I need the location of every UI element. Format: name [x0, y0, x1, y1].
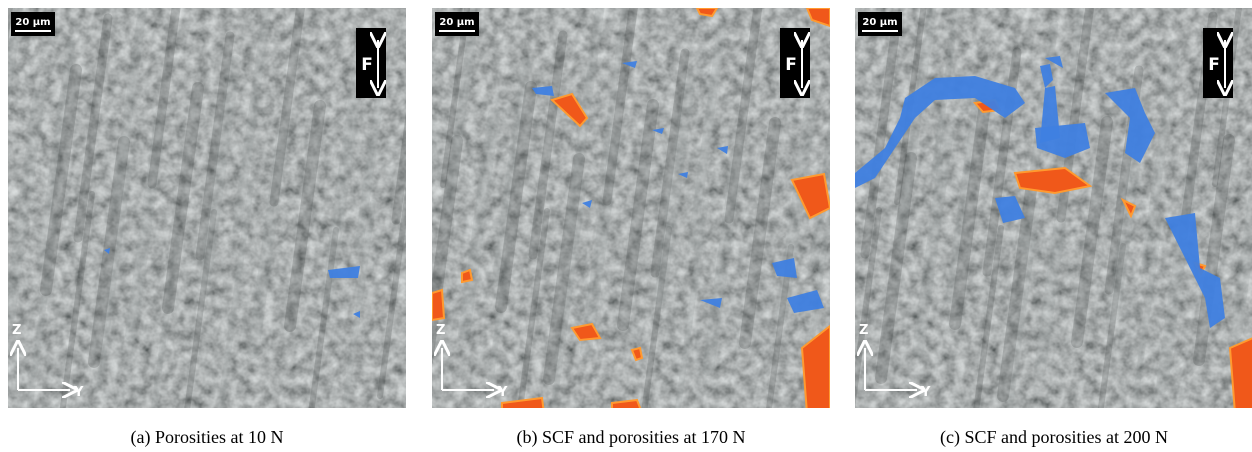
- image: [427, 0, 881, 452]
- caption: (c) SCF and porosities at 200 N: [940, 427, 1168, 448]
- figure: 20 µm F Z Y (a) Porosities at 10 N 20 µm F Z Y (b…: [0, 0, 1252, 452]
- page: 20 µm F Z Y (a) Porosities at 10 N 20 µm F Z Y (b…: [0, 0, 1252, 452]
- scale-bar-label: 20 µm: [439, 17, 474, 28]
- axis-z-label: Z: [436, 323, 445, 338]
- force-label: F: [1208, 55, 1220, 75]
- axis-y-label: Y: [920, 385, 931, 400]
- axis-y-label: Y: [497, 385, 508, 400]
- sem-image: [432, 8, 830, 408]
- force-label: F: [785, 55, 797, 75]
- image: [849, 0, 1252, 452]
- axis-z-label: Z: [12, 323, 21, 338]
- scf-region: [462, 270, 472, 282]
- caption: (b) SCF and porosities at 170 N: [517, 427, 746, 448]
- force-label: F: [361, 55, 373, 75]
- scf-region: [1230, 338, 1252, 413]
- scf-region: [612, 400, 642, 413]
- micrograph-panel: 20 µm F Z Y: [427, 0, 881, 452]
- scf-region: [432, 290, 444, 320]
- micrograph-panel: 20 µm F Z Y: [0, 0, 442, 452]
- caption: (a) Porosities at 10 N: [131, 427, 284, 448]
- micrograph-panel: 20 µm F Z Y: [849, 0, 1252, 452]
- scale-bar-label: 20 µm: [15, 17, 50, 28]
- axis-z-label: Z: [859, 323, 868, 338]
- scale-bar-label: 20 µm: [862, 17, 897, 28]
- axis-y-label: Y: [73, 385, 84, 400]
